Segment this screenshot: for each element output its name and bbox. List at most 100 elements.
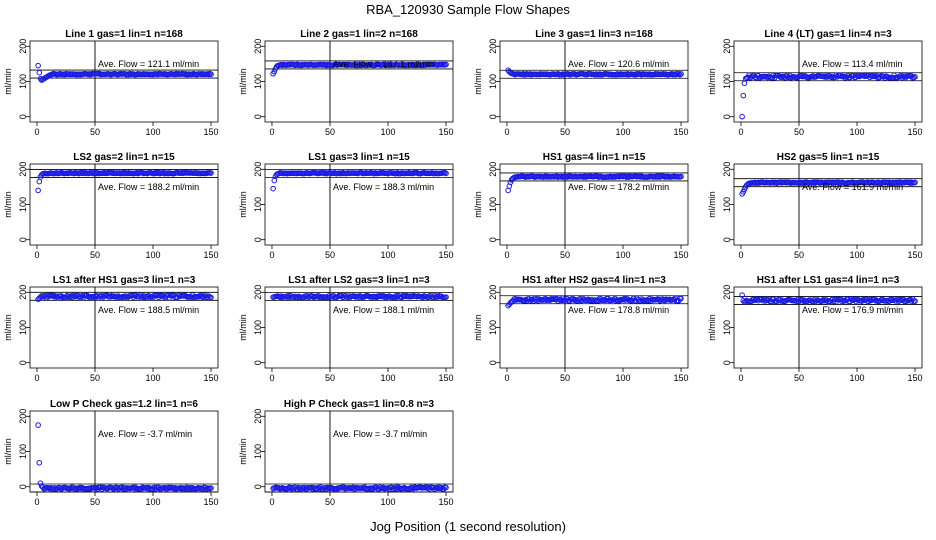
mean-annotation: Ave. Flow = 178.2 ml/min bbox=[568, 182, 669, 192]
data-point bbox=[592, 297, 598, 303]
chart-panel: HS1 after LS1 gas=4 lin=1 n=3 0 50 100 150 0 1… bbox=[707, 275, 923, 383]
data-point bbox=[443, 170, 449, 177]
x-tick-label: 50 bbox=[90, 497, 100, 507]
panel-title: HS2 gas=5 lin=1 n=15 bbox=[777, 152, 880, 163]
panel-frame bbox=[264, 410, 454, 493]
x-tick-label: 150 bbox=[204, 250, 219, 260]
data-point bbox=[740, 92, 747, 99]
x-tick-label: 100 bbox=[145, 127, 160, 137]
chart-panel: Line 4 (LT) gas=1 lin=4 n=3 0 50 100 150 0 100… bbox=[707, 29, 923, 137]
mean-annotation: Ave. Flow = 188.2 ml/min bbox=[98, 182, 199, 192]
y-tick-label: 0 bbox=[253, 237, 263, 242]
y-tick-label: 0 bbox=[18, 360, 28, 365]
x-tick-label: 50 bbox=[560, 250, 570, 260]
x-tick-label: 100 bbox=[380, 127, 395, 137]
x-axis-title: Jog Position (1 second resolution) bbox=[370, 519, 566, 534]
x-tick-label: 150 bbox=[204, 127, 219, 137]
mean-annotation: Ave. Flow = 120.6 ml/min bbox=[568, 59, 669, 69]
y-axis-label: ml/min bbox=[238, 438, 248, 465]
x-tick-label: 150 bbox=[674, 373, 689, 383]
mean-annotation: Ave. Flow = 178.8 ml/min bbox=[568, 305, 669, 315]
data-point bbox=[35, 187, 41, 194]
x-tick-label: 0 bbox=[504, 373, 509, 383]
y-axis-label: ml/min bbox=[707, 191, 717, 218]
mean-annotation: Ave. Flow = -3.7 ml/min bbox=[333, 429, 427, 439]
y-tick-label: 200 bbox=[488, 162, 498, 177]
y-tick-label: 0 bbox=[18, 484, 28, 489]
x-tick-label: 0 bbox=[269, 373, 274, 383]
data-point bbox=[208, 485, 214, 491]
panel-title: LS2 gas=2 lin=1 n=15 bbox=[73, 152, 175, 163]
y-axis-label: ml/min bbox=[707, 314, 717, 341]
y-tick-label: 0 bbox=[253, 484, 263, 489]
x-tick-label: 0 bbox=[269, 250, 274, 260]
mean-annotation: Ave. Flow = 188.1 ml/min bbox=[333, 305, 434, 315]
y-tick-label: 200 bbox=[18, 162, 28, 177]
data-point bbox=[208, 71, 214, 78]
panel-frame bbox=[29, 410, 219, 493]
panel-title: LS1 after LS2 gas=3 lin=1 n=3 bbox=[288, 275, 430, 286]
x-tick-label: 50 bbox=[90, 373, 100, 383]
data-point bbox=[270, 185, 276, 192]
x-tick-label: 50 bbox=[325, 497, 335, 507]
x-tick-label: 100 bbox=[849, 127, 864, 137]
panel-title: Line 1 gas=1 lin=1 n=168 bbox=[65, 29, 183, 40]
chart-panel: Low P Check gas=1.2 lin=1 n=6 0 50 100 150 0 1… bbox=[3, 399, 219, 507]
x-tick-label: 0 bbox=[269, 497, 274, 507]
panel-frame bbox=[264, 163, 454, 246]
x-tick-label: 0 bbox=[738, 127, 743, 137]
data-point bbox=[443, 484, 449, 491]
chart-panel: LS1 after LS2 gas=3 lin=1 n=3 0 50 100 150 0 1… bbox=[238, 275, 454, 383]
chart-panel: LS1 after HS1 gas=3 lin=1 n=3 0 50 100 150 0 1… bbox=[3, 275, 219, 383]
x-tick-label: 100 bbox=[849, 250, 864, 260]
panel-title: HS1 after LS1 gas=4 lin=1 n=3 bbox=[757, 275, 900, 286]
y-tick-label: 0 bbox=[18, 114, 28, 119]
x-tick-label: 0 bbox=[34, 497, 39, 507]
data-point bbox=[36, 178, 43, 185]
x-tick-label: 0 bbox=[504, 250, 509, 260]
panel-frame bbox=[264, 40, 454, 123]
mean-annotation: Ave. Flow = 147.1 ml/min bbox=[333, 59, 434, 69]
chart-panel: Line 1 gas=1 lin=1 n=168 0 50 100 150 0 100 200… bbox=[3, 29, 219, 137]
data-point bbox=[677, 71, 683, 78]
x-tick-label: 100 bbox=[380, 373, 395, 383]
y-tick-label: 0 bbox=[18, 237, 28, 242]
chart-panel: HS1 after HS2 gas=4 lin=1 n=3 0 50 100 150 0 1… bbox=[473, 275, 689, 383]
panel-title: Low P Check gas=1.2 lin=1 n=6 bbox=[50, 399, 198, 410]
y-axis-label: ml/min bbox=[238, 68, 248, 95]
chart-panel: LS2 gas=2 lin=1 n=15 0 50 100 150 0 100 200 ml/m… bbox=[3, 152, 219, 260]
x-tick-label: 100 bbox=[615, 127, 630, 137]
x-tick-label: 150 bbox=[439, 373, 454, 383]
x-tick-label: 50 bbox=[90, 127, 100, 137]
y-tick-label: 200 bbox=[18, 409, 28, 424]
data-point bbox=[208, 294, 214, 301]
data-point bbox=[678, 173, 684, 180]
x-tick-label: 100 bbox=[145, 250, 160, 260]
data-point bbox=[912, 298, 918, 305]
y-axis-label: ml/min bbox=[3, 68, 13, 95]
x-tick-label: 50 bbox=[90, 250, 100, 260]
panel-title: HS1 gas=4 lin=1 n=15 bbox=[543, 152, 646, 163]
y-tick-label: 200 bbox=[253, 285, 263, 300]
data-point bbox=[204, 294, 211, 300]
x-tick-label: 0 bbox=[738, 373, 743, 383]
y-tick-label: 100 bbox=[18, 444, 28, 459]
y-tick-label: 0 bbox=[253, 114, 263, 119]
x-tick-label: 150 bbox=[439, 127, 454, 137]
y-tick-label: 100 bbox=[488, 74, 498, 89]
data-point bbox=[739, 113, 745, 120]
y-tick-label: 200 bbox=[722, 162, 732, 177]
x-tick-label: 100 bbox=[380, 250, 395, 260]
x-tick-label: 0 bbox=[34, 127, 39, 137]
y-axis-label: ml/min bbox=[707, 68, 717, 95]
x-tick-label: 50 bbox=[794, 127, 804, 137]
x-tick-label: 100 bbox=[615, 373, 630, 383]
data-point bbox=[912, 179, 918, 186]
chart-panel: Line 3 gas=1 lin=3 n=168 0 50 100 150 0 100 200… bbox=[473, 29, 689, 137]
x-tick-label: 100 bbox=[145, 373, 160, 383]
chart-panel: Line 2 gas=1 lin=2 n=168 0 50 100 150 0 100 200… bbox=[238, 29, 454, 137]
chart-panel: HS2 gas=5 lin=1 n=15 0 50 100 150 0 100 200 ml/m… bbox=[707, 152, 923, 260]
y-tick-label: 100 bbox=[488, 197, 498, 212]
y-tick-label: 100 bbox=[722, 320, 732, 335]
x-tick-label: 150 bbox=[908, 373, 923, 383]
